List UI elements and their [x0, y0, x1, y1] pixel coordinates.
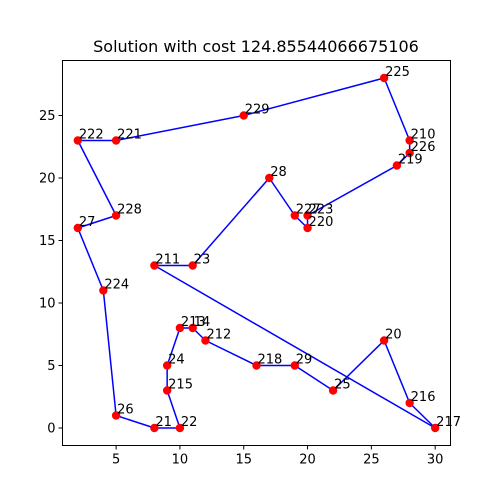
- route-segment: [115, 114, 244, 142]
- point-label: 229: [245, 103, 270, 118]
- point-label: 28: [270, 165, 287, 180]
- route-point: [150, 423, 159, 433]
- route-point: [201, 336, 210, 345]
- point-label: 226: [411, 140, 436, 155]
- point-label: 218: [258, 353, 283, 368]
- y-tick-label: 25: [39, 109, 56, 124]
- route-segment: [77, 140, 117, 216]
- route-point: [162, 386, 172, 395]
- route-point: [175, 323, 185, 333]
- route-point: [379, 73, 389, 83]
- point-label: 23: [194, 253, 211, 268]
- point-label: 221: [117, 128, 142, 143]
- route-point: [303, 211, 312, 220]
- y-tick-label: 5: [47, 359, 55, 374]
- route-segment: [294, 364, 334, 392]
- point-label: 227: [296, 203, 321, 218]
- route-segment: [192, 177, 270, 266]
- route-segment: [166, 327, 181, 366]
- point-label: 224: [104, 278, 129, 293]
- y-tick-label: 10: [39, 297, 56, 312]
- point-label: 219: [398, 153, 423, 168]
- x-tick-label: 5: [112, 453, 120, 468]
- point-label: 26: [117, 403, 134, 418]
- route-point: [162, 361, 172, 370]
- route-point: [405, 148, 414, 158]
- point-label: 222: [79, 128, 104, 143]
- point-label: 211: [155, 253, 180, 268]
- route-point: [405, 398, 414, 408]
- axes-frame: [62, 60, 451, 446]
- route-segment: [77, 227, 105, 291]
- route-point: [73, 223, 83, 233]
- route-point: [290, 361, 299, 370]
- route-segment: [115, 414, 155, 429]
- route-point: [252, 361, 261, 370]
- point-label: 223: [309, 203, 334, 218]
- route-points: [73, 73, 440, 433]
- route-point: [188, 261, 197, 270]
- route-point: [73, 136, 83, 145]
- route-segment: [307, 164, 398, 217]
- point-label: 217: [436, 415, 461, 430]
- point-label: 216: [411, 390, 436, 405]
- route-point: [111, 136, 121, 145]
- x-tick-label: 15: [235, 453, 252, 468]
- point-label: 213: [181, 315, 206, 330]
- route-point: [188, 323, 197, 333]
- route-point: [175, 423, 185, 433]
- route-segment: [409, 402, 436, 429]
- route-segment: [383, 340, 411, 404]
- point-label: 14: [194, 315, 211, 330]
- y-tick-label: 20: [39, 172, 56, 187]
- y-tick-label: 15: [39, 234, 56, 249]
- x-tick-label: 30: [427, 453, 444, 468]
- point-label: 212: [206, 328, 231, 343]
- route-segment: [154, 264, 436, 429]
- route-point: [239, 111, 248, 120]
- route-point: [303, 223, 312, 233]
- x-tick-label: 20: [299, 453, 316, 468]
- route-segment: [102, 290, 117, 416]
- route-point: [111, 211, 121, 220]
- point-label: 220: [309, 215, 334, 230]
- point-label: 215: [168, 378, 193, 393]
- point-label: 29: [296, 353, 313, 368]
- point-label: 22: [181, 415, 198, 430]
- route-point: [265, 173, 274, 183]
- route-point: [150, 261, 159, 270]
- route-point: [405, 136, 414, 145]
- route-point: [328, 386, 338, 395]
- route-segment: [383, 77, 411, 141]
- y-axis: 0 5 10 15 20 25: [39, 109, 63, 437]
- route-point: [379, 336, 389, 345]
- route-point: [392, 161, 402, 170]
- y-tick-label: 0: [47, 422, 55, 437]
- point-label: 21: [155, 415, 172, 430]
- chart-title: Solution with cost 124.85544066675106: [93, 37, 419, 56]
- point-label: 27: [79, 215, 96, 230]
- route-segment: [243, 77, 385, 117]
- route-point: [99, 286, 108, 295]
- route-segment: [77, 214, 117, 229]
- point-label: 24: [168, 353, 185, 368]
- point-label: 210: [411, 128, 436, 143]
- route-segment: [332, 339, 385, 392]
- route-point: [430, 423, 440, 433]
- route-point: [111, 411, 121, 420]
- route-segment: [166, 390, 181, 429]
- point-label: 225: [385, 65, 410, 80]
- point-label: 25: [334, 378, 351, 393]
- route-segment: [268, 177, 296, 216]
- route-point: [290, 211, 299, 220]
- point-label: 228: [117, 203, 142, 218]
- x-axis: 5 10 15 20 25 30: [112, 445, 444, 468]
- point-label: 20: [385, 328, 402, 343]
- x-tick-label: 10: [172, 453, 189, 468]
- route-segment: [205, 339, 257, 367]
- x-tick-label: 25: [363, 453, 380, 468]
